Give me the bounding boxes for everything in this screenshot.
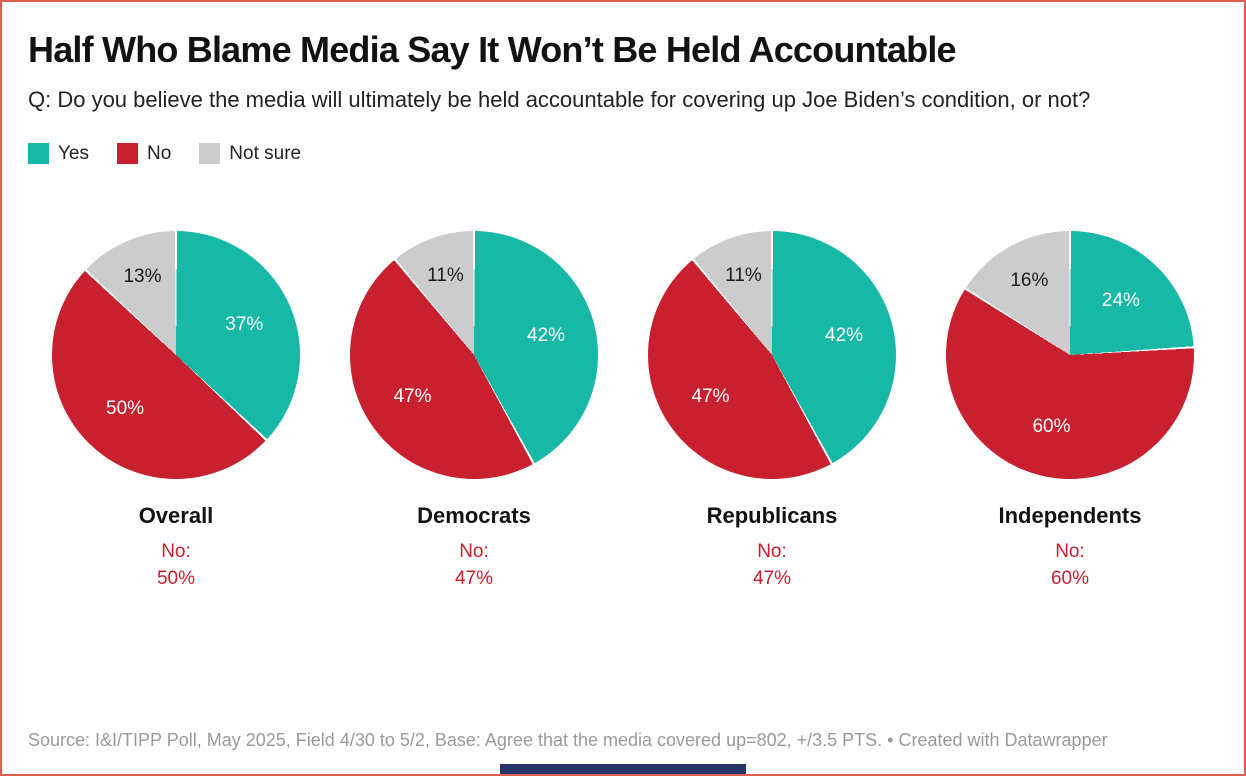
group-annotation-independents: No: 60% bbox=[1051, 538, 1089, 593]
chart-question: Q: Do you believe the media will ultimat… bbox=[28, 87, 1091, 113]
slice-label-yes: 37% bbox=[225, 314, 264, 336]
annotation-value: 60% bbox=[1050, 568, 1090, 590]
slice-label-not-sure: 16% bbox=[1010, 269, 1049, 291]
slice-label-not-sure: 13% bbox=[123, 266, 162, 288]
group-annotation-democrats: No: 47% bbox=[455, 538, 493, 593]
group-annotation-republicans: No: 47% bbox=[753, 538, 791, 593]
pie-chart-democrats: 42% 47% 11% bbox=[350, 230, 598, 479]
legend-label-no: No bbox=[147, 142, 172, 164]
chart-title: Half Who Blame Media Say It Won’t Be Hel… bbox=[28, 29, 957, 70]
legend-label-not-sure: Not sure bbox=[229, 142, 302, 164]
slice-label-yes: 24% bbox=[1101, 289, 1140, 311]
pie-chart-overall: 37% 50% 13% bbox=[52, 230, 300, 479]
slice-label-not-sure: 11% bbox=[427, 264, 464, 286]
pie-group-democrats: 42% 47% 11% Democrats No: 47% bbox=[332, 230, 616, 593]
slice-label-no: 50% bbox=[106, 398, 145, 420]
legend-item-yes: Yes bbox=[28, 143, 89, 165]
slice-label-no: 60% bbox=[1032, 415, 1071, 437]
legend-swatch-not-sure bbox=[199, 143, 221, 165]
chart-container: Half Who Blame Media Say It Won’t Be Hel… bbox=[2, 2, 1244, 593]
group-label-republicans: Republicans bbox=[706, 502, 838, 528]
slice-label-no: 47% bbox=[393, 385, 432, 407]
annotation-label: No: bbox=[1055, 540, 1085, 562]
group-label-overall: Overall bbox=[138, 502, 214, 528]
slice-label-yes: 42% bbox=[825, 325, 864, 347]
group-annotation-overall: No: 50% bbox=[157, 538, 195, 593]
pie-group-overall: 37% 50% 13% Overall No: 50% bbox=[34, 230, 318, 593]
annotation-label: No: bbox=[757, 540, 787, 562]
slice-label-no: 47% bbox=[691, 385, 730, 407]
annotation-value: 50% bbox=[156, 568, 196, 590]
pie-charts-row: 37% 50% 13% Overall No: 50% 42% 47% 11% Demo… bbox=[28, 230, 1218, 593]
legend: Yes No Not sure bbox=[28, 143, 1218, 165]
source-text: Source: I&I/TIPP Poll, May 2025, Field 4… bbox=[28, 730, 1108, 750]
annotation-value: 47% bbox=[454, 568, 494, 590]
legend-label-yes: Yes bbox=[58, 142, 89, 164]
annotation-label: No: bbox=[459, 540, 489, 562]
pie-group-republicans: 42% 47% 11% Republicans No: 47% bbox=[630, 230, 914, 593]
annotation-value: 47% bbox=[752, 568, 792, 590]
annotation-label: No: bbox=[161, 540, 191, 562]
pie-chart-republicans: 42% 47% 11% bbox=[648, 230, 896, 479]
group-label-democrats: Democrats bbox=[417, 502, 531, 528]
legend-item-no: No bbox=[117, 143, 171, 165]
slice-label-yes: 42% bbox=[527, 325, 566, 347]
legend-swatch-yes bbox=[28, 143, 49, 165]
legend-swatch-no bbox=[117, 143, 138, 165]
group-label-independents: Independents bbox=[998, 502, 1142, 528]
pie-chart-independents: 24% 60% 16% bbox=[946, 230, 1194, 479]
pie-group-independents: 24% 60% 16% Independents No: 60% bbox=[928, 230, 1212, 593]
legend-item-not-sure: Not sure bbox=[199, 143, 301, 165]
slice-label-not-sure: 11% bbox=[725, 264, 762, 286]
bottom-bar bbox=[500, 764, 746, 774]
